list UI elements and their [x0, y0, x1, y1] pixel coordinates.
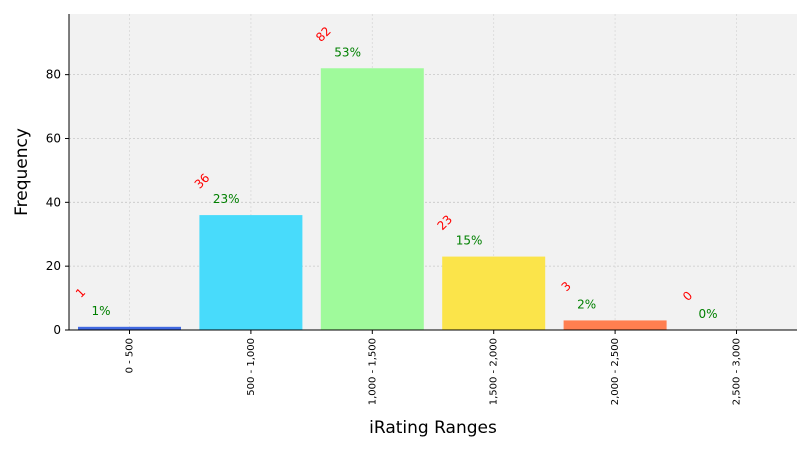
- y-ticks: 0 20 40 60 80: [46, 68, 69, 337]
- x-tick-label: 1,500 - 2,000: [489, 338, 500, 405]
- percent-label: 1%: [92, 304, 111, 318]
- percent-label: 0%: [699, 307, 718, 321]
- bars: [78, 68, 667, 330]
- x-tick-label: 500 - 1,000: [246, 338, 257, 396]
- x-tick-label: 0 - 500: [125, 338, 136, 373]
- x-ticks: 0 - 500 500 - 1,000 1,000 - 1,500 1,500 - 2…: [125, 330, 743, 405]
- y-tick-label: 20: [46, 259, 61, 273]
- x-tick-label: 1,000 - 1,500: [367, 338, 378, 405]
- bar: [320, 68, 424, 330]
- bar: [78, 326, 181, 330]
- y-tick-label: 80: [46, 68, 61, 82]
- percent-label: 53%: [334, 45, 361, 59]
- percent-label: 15%: [456, 234, 483, 248]
- x-axis-title: iRating Ranges: [369, 418, 497, 438]
- plot-background: [69, 14, 797, 330]
- y-tick-label: 0: [53, 323, 61, 337]
- bar: [442, 256, 546, 330]
- percent-label: 23%: [213, 192, 240, 206]
- percent-label: 2%: [577, 297, 596, 311]
- x-tick-label: 2,500 - 3,000: [732, 338, 743, 405]
- y-tick-label: 60: [46, 131, 61, 145]
- bar: [563, 320, 667, 330]
- bar: [199, 215, 303, 330]
- x-tick-label: 2,000 - 2,500: [610, 338, 621, 405]
- y-tick-label: 40: [46, 195, 61, 209]
- y-axis-title: Frequency: [12, 128, 32, 216]
